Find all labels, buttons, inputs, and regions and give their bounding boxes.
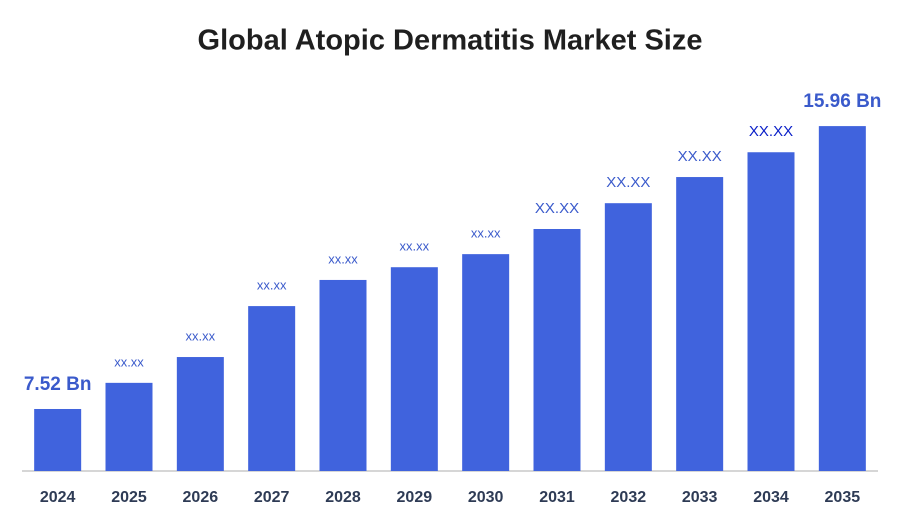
chart-title: Global Atopic Dermatitis Market Size	[198, 25, 703, 57]
x-tick-label: 2035	[825, 489, 861, 506]
value-label: xx.xx	[186, 328, 216, 343]
x-tick-label: 2030	[468, 489, 504, 506]
value-label: 7.52 Bn	[24, 374, 92, 395]
bar	[248, 306, 296, 471]
x-tick-label: 2025	[111, 489, 147, 506]
x-tick-label: 2026	[183, 489, 219, 506]
bar	[462, 254, 510, 471]
value-label: xx.xx	[257, 278, 287, 293]
x-tick-label: 2029	[397, 489, 433, 506]
bar	[604, 203, 652, 471]
bar	[105, 382, 153, 471]
x-tick-label: 2033	[682, 489, 718, 506]
value-label: XX.XX	[535, 200, 579, 217]
value-label: XX.XX	[749, 123, 793, 140]
value-label: XX.XX	[606, 174, 650, 191]
x-tick-label: 2031	[539, 489, 575, 506]
bar	[747, 152, 795, 471]
bar	[390, 267, 438, 471]
bar	[818, 126, 866, 471]
x-tick-label: 2034	[753, 489, 789, 506]
bar	[533, 229, 581, 471]
bar	[676, 177, 724, 471]
value-label: xx.xx	[471, 226, 501, 241]
x-tick-label: 2032	[611, 489, 647, 506]
x-tick-label: 2028	[325, 489, 361, 506]
value-label: XX.XX	[678, 148, 722, 165]
x-tick-label: 2027	[254, 489, 290, 506]
value-label: xx.xx	[328, 251, 358, 266]
value-label: 15.96 Bn	[803, 91, 881, 112]
value-label: xx.xx	[400, 239, 430, 254]
value-label: xx.xx	[114, 354, 144, 369]
bar	[34, 408, 82, 471]
bar	[176, 357, 224, 471]
x-tick-label: 2024	[40, 489, 76, 506]
bar	[319, 279, 367, 471]
